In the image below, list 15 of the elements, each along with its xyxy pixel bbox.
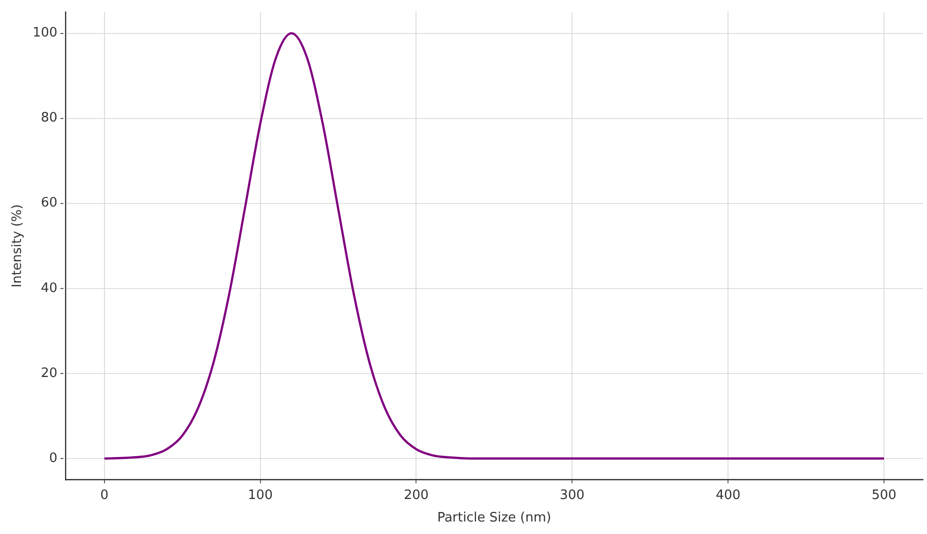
x-tick-label: 0 <box>100 488 109 503</box>
x-tick-label: 500 <box>872 488 896 503</box>
y-tick-label: 60 <box>40 196 58 211</box>
x-axis-title: Particle Size (nm) <box>437 510 552 526</box>
y-tick-label: 20 <box>40 366 58 381</box>
x-tick-label: 100 <box>248 488 273 503</box>
y-tick-label: 80 <box>40 110 58 126</box>
line-series <box>103 32 886 460</box>
y-axis-title: Intensity (%) <box>10 204 26 288</box>
y-tick-label: 40 <box>40 280 58 296</box>
x-tick-label: 200 <box>404 488 429 503</box>
x-tick-label: 300 <box>560 488 585 503</box>
y-tick-label: 100 <box>32 26 58 41</box>
x-tick-label: 400 <box>716 488 741 503</box>
y-tick-label: 0 <box>49 450 58 466</box>
